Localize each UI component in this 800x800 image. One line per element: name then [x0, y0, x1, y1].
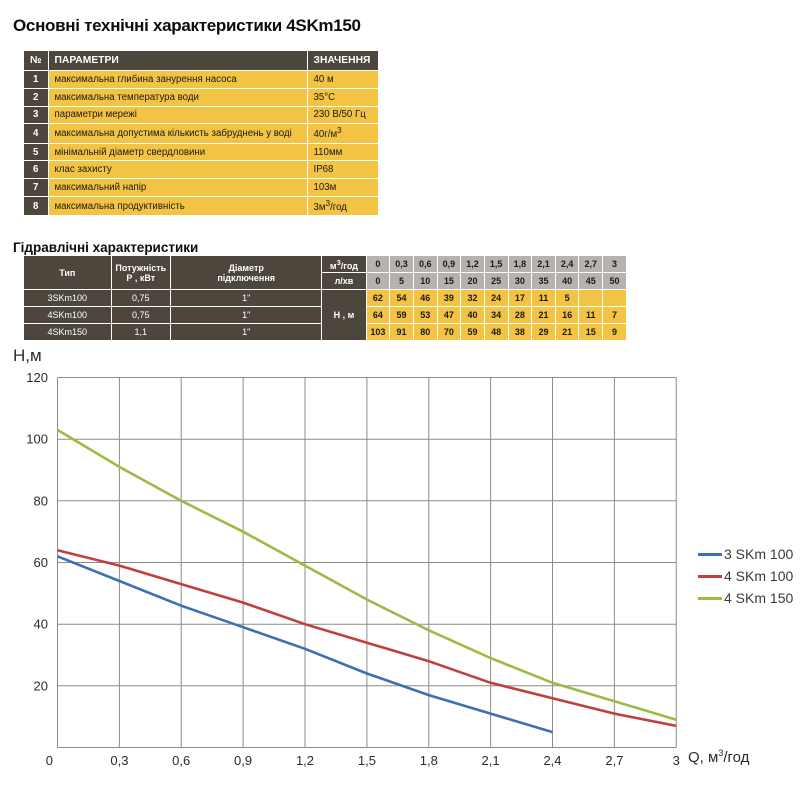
svg-text:80: 80	[34, 493, 48, 508]
svg-text:20: 20	[34, 678, 48, 693]
svg-text:1,2: 1,2	[296, 753, 314, 768]
svg-text:1,5: 1,5	[358, 753, 376, 768]
svg-text:2,1: 2,1	[482, 753, 500, 768]
svg-text:0,3: 0,3	[110, 753, 128, 768]
svg-text:0,9: 0,9	[234, 753, 252, 768]
svg-text:0: 0	[46, 753, 53, 768]
svg-text:0,6: 0,6	[172, 753, 190, 768]
svg-text:120: 120	[26, 370, 48, 385]
svg-text:60: 60	[34, 555, 48, 570]
svg-text:100: 100	[26, 432, 48, 447]
svg-text:1,8: 1,8	[420, 753, 438, 768]
svg-text:2,4: 2,4	[543, 753, 561, 768]
svg-text:3: 3	[673, 753, 680, 768]
svg-text:2,7: 2,7	[605, 753, 623, 768]
svg-text:40: 40	[34, 617, 48, 632]
